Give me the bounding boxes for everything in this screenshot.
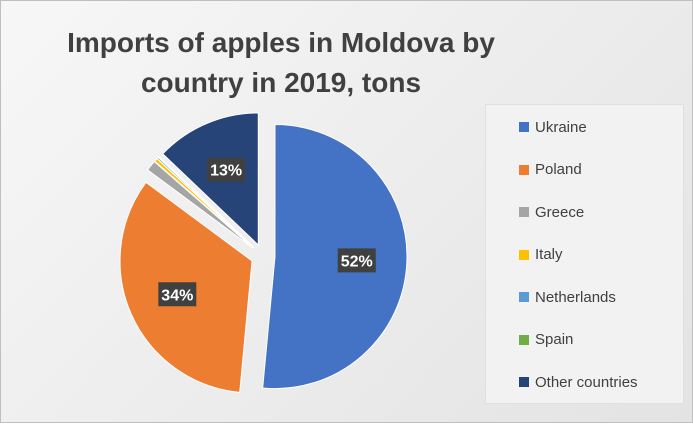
legend-item-other-countries: Other countries	[519, 372, 638, 392]
legend-label: Ukraine	[535, 118, 587, 136]
legend-item-ukraine: Ukraine	[519, 117, 587, 137]
legend-swatch	[519, 292, 529, 302]
svg-text:52%: 52%	[341, 253, 373, 270]
pie-slice-spain	[157, 155, 255, 249]
data-label-ukraine: 52%	[337, 248, 376, 273]
chart-legend: Ukraine Poland Greece Italy Netherlands Spain…	[485, 104, 684, 404]
legend-swatch	[519, 377, 529, 387]
legend-swatch	[519, 207, 529, 217]
legend-label: Other countries	[535, 373, 638, 391]
chart-title: Imports of apples in Moldova by country …	[67, 27, 495, 98]
legend-swatch	[519, 164, 529, 175]
legend-item-spain: Spain	[519, 330, 573, 350]
data-label-poland: 34%	[158, 282, 197, 307]
legend-item-poland: Poland	[519, 160, 582, 180]
legend-label: Greece	[535, 203, 585, 221]
legend-label: Netherlands	[535, 288, 616, 306]
pie-slice-ukraine	[262, 124, 408, 390]
pie-slice-greece	[146, 160, 254, 249]
legend-label: Italy	[535, 246, 563, 263]
legend-label: Poland	[535, 161, 582, 178]
legend-swatch	[519, 122, 529, 132]
legend-item-netherlands: Netherlands	[519, 287, 616, 307]
svg-text:34%: 34%	[161, 287, 193, 304]
legend-item-italy: Italy	[519, 245, 563, 265]
legend-swatch	[519, 334, 529, 345]
svg-text:13%: 13%	[210, 163, 242, 180]
legend-label: Spain	[535, 331, 574, 348]
legend-swatch	[519, 249, 529, 260]
legend-item-greece: Greece	[519, 202, 584, 222]
data-label-other-countries: 13%	[207, 157, 246, 182]
